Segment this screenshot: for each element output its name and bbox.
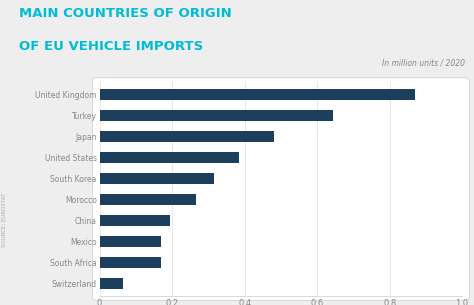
Text: In million units / 2020: In million units / 2020 xyxy=(382,59,465,67)
Text: SOURCE: EUROSTAT: SOURCE: EUROSTAT xyxy=(2,192,8,247)
Bar xyxy=(100,173,214,184)
Bar xyxy=(100,215,170,226)
Bar xyxy=(100,236,161,247)
Bar xyxy=(100,131,273,142)
Bar xyxy=(100,257,161,268)
Bar xyxy=(100,110,333,121)
Text: MAIN COUNTRIES OF ORIGIN: MAIN COUNTRIES OF ORIGIN xyxy=(19,7,232,20)
Bar xyxy=(100,278,123,289)
Bar xyxy=(100,152,239,163)
Bar xyxy=(100,194,196,205)
Bar xyxy=(100,89,415,100)
Text: OF EU VEHICLE IMPORTS: OF EU VEHICLE IMPORTS xyxy=(19,40,203,52)
